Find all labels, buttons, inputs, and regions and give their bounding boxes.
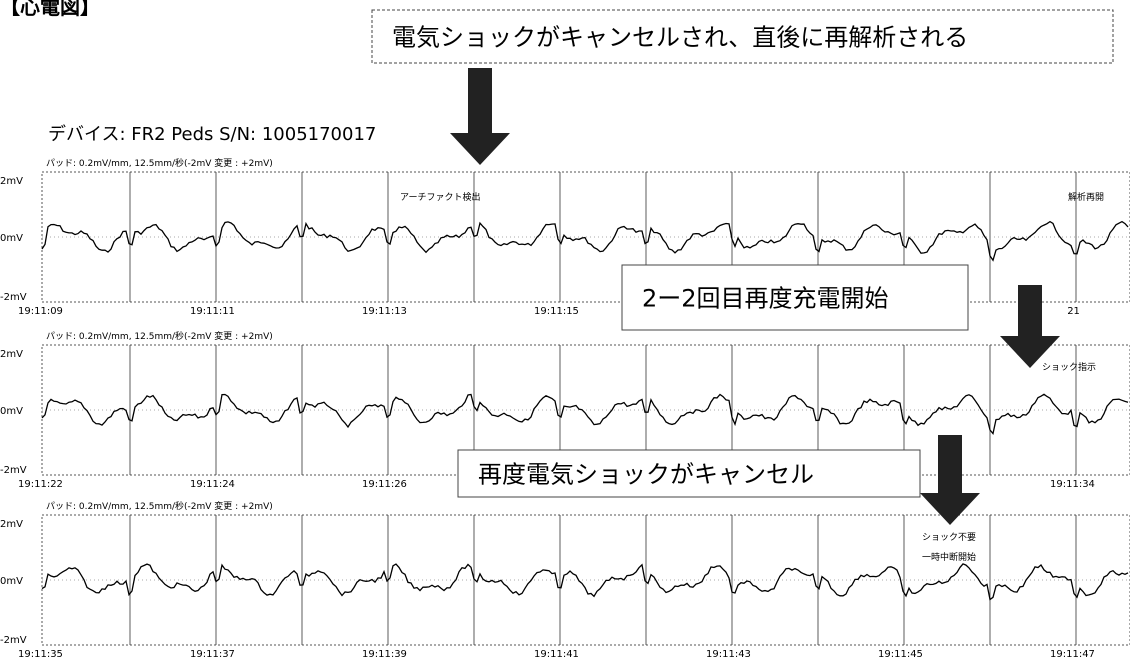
y-label: 0mV	[0, 576, 23, 587]
strip-frame	[41, 514, 1130, 646]
callout-box	[371, 9, 1114, 64]
arrow-shaft	[468, 68, 492, 135]
arrow-head	[920, 493, 980, 525]
time-label: 19:11:34	[1050, 479, 1095, 490]
time-label: 19:11:39	[362, 649, 407, 660]
ecg-trace	[41, 563, 1129, 601]
title: 【心電図】	[0, 0, 100, 19]
y-label: -2mV	[0, 292, 27, 303]
arrow-head	[1000, 336, 1060, 368]
y-label: -2mV	[0, 635, 27, 646]
y-label: 2mV	[0, 519, 23, 530]
time-label: 19:11:43	[706, 649, 751, 660]
annotation: 一時中断開始	[922, 551, 976, 563]
y-label: 2mV	[0, 349, 23, 360]
callout-text: 2ー2回目再度充電開始	[642, 285, 889, 313]
time-label: 21	[1067, 306, 1080, 317]
strip-settings: パッド: 0.2mV/mm, 12.5mm/秒(-2mV 変更 : +2mV)	[46, 330, 273, 342]
device-label: デバイス: FR2 Peds S/N: 1005170017	[48, 124, 376, 145]
callout-text: 再度電気ショックがキャンセル	[478, 461, 814, 489]
arrow-shaft	[938, 435, 962, 495]
arrow-shaft	[1018, 285, 1042, 338]
time-label: 19:11:09	[18, 306, 63, 317]
strip-settings: パッド: 0.2mV/mm, 12.5mm/秒(-2mV 変更 : +2mV)	[46, 157, 273, 169]
time-label: 19:11:35	[18, 649, 63, 660]
y-label: -2mV	[0, 465, 27, 476]
callout-box	[457, 449, 921, 498]
time-label: 19:11:22	[18, 479, 63, 490]
time-label: 19:11:24	[190, 479, 235, 490]
y-label: 0mV	[0, 406, 23, 417]
time-label: 19:11:11	[190, 306, 235, 317]
annotation: アーチファクト検出	[400, 191, 480, 203]
time-label: 19:11:47	[1050, 649, 1095, 660]
time-label: 19:11:45	[878, 649, 923, 660]
annotation: ショック不要	[922, 532, 976, 543]
callout-box	[621, 264, 969, 331]
strip-settings: パッド: 0.2mV/mm, 12.5mm/秒(-2mV 変更 : +2mV)	[46, 500, 273, 512]
ecg-trace	[41, 393, 1129, 436]
strip-frame	[41, 171, 1130, 303]
ecg-trace	[41, 220, 1129, 262]
annotation: ショック指示	[1042, 361, 1096, 373]
y-label: 2mV	[0, 176, 23, 187]
callout-text: 電気ショックがキャンセルされ、直後に再解析される	[392, 24, 968, 52]
arrow-head	[450, 133, 510, 165]
time-label: 19:11:26	[362, 479, 407, 490]
y-label: 0mV	[0, 233, 23, 244]
annotation: 解析再開	[1068, 191, 1104, 203]
time-label: 19:11:41	[534, 649, 579, 660]
time-label: 19:11:37	[190, 649, 235, 660]
time-label: 19:11:15	[534, 306, 579, 317]
time-label: 19:11:13	[362, 306, 407, 317]
